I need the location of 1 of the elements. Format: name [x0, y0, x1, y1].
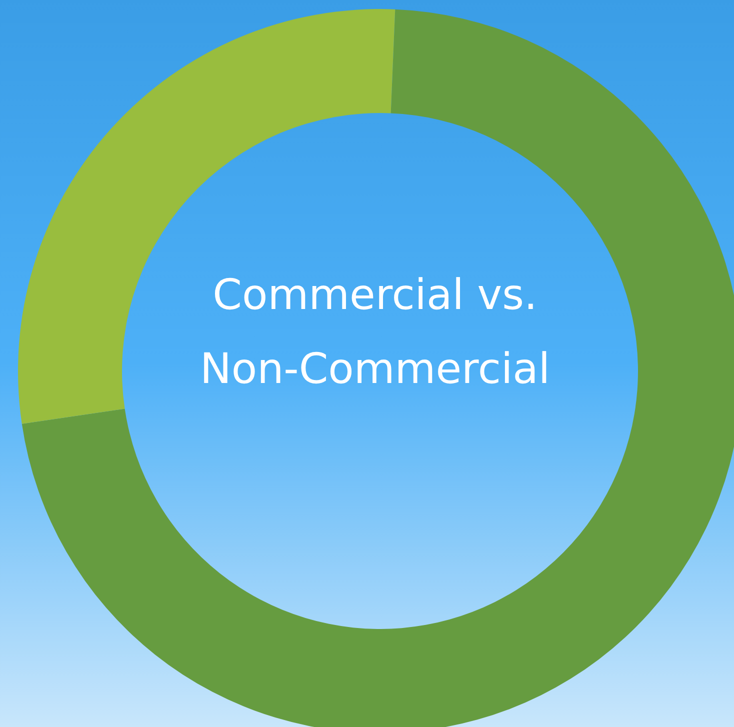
text: Commercial vs. Non-Commercial	[198, 269, 552, 395]
